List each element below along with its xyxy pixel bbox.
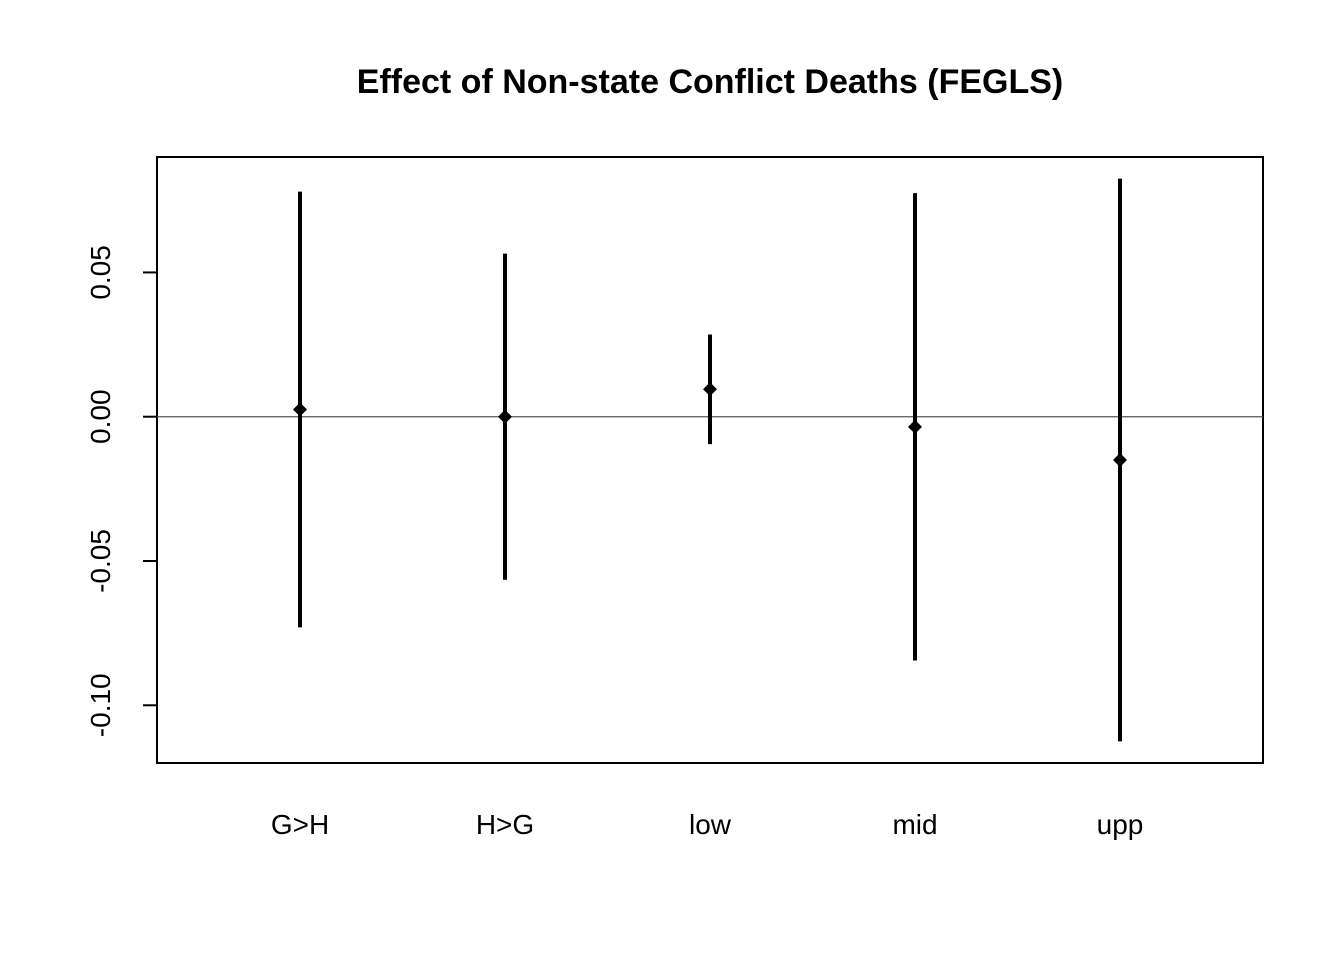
- point-estimate: [703, 382, 717, 397]
- x-tick-label: H>G: [476, 809, 534, 840]
- point-estimate: [1113, 453, 1127, 467]
- y-axis: 0.05 0.00 -0.05 -0.10: [85, 245, 157, 737]
- plot-frame: [156, 156, 1264, 764]
- point-estimate: [908, 419, 922, 434]
- y-tick-label: 0.05: [85, 245, 116, 300]
- y-tick-label: -0.10: [85, 673, 116, 737]
- y-tick-label: -0.05: [85, 529, 116, 593]
- x-tick-label: G>H: [271, 809, 329, 840]
- x-tick-label: upp: [1097, 809, 1144, 840]
- x-axis: G>H H>G low mid upp: [271, 809, 1144, 840]
- error-bars: [293, 178, 1127, 742]
- point-estimate: [293, 402, 307, 417]
- x-tick-label: low: [689, 809, 732, 840]
- chart-title: Effect of Non-state Conflict Deaths (FEG…: [357, 63, 1063, 101]
- y-tick-label: 0.00: [85, 389, 116, 444]
- x-tick-label: mid: [892, 809, 937, 840]
- point-estimate: [498, 409, 512, 424]
